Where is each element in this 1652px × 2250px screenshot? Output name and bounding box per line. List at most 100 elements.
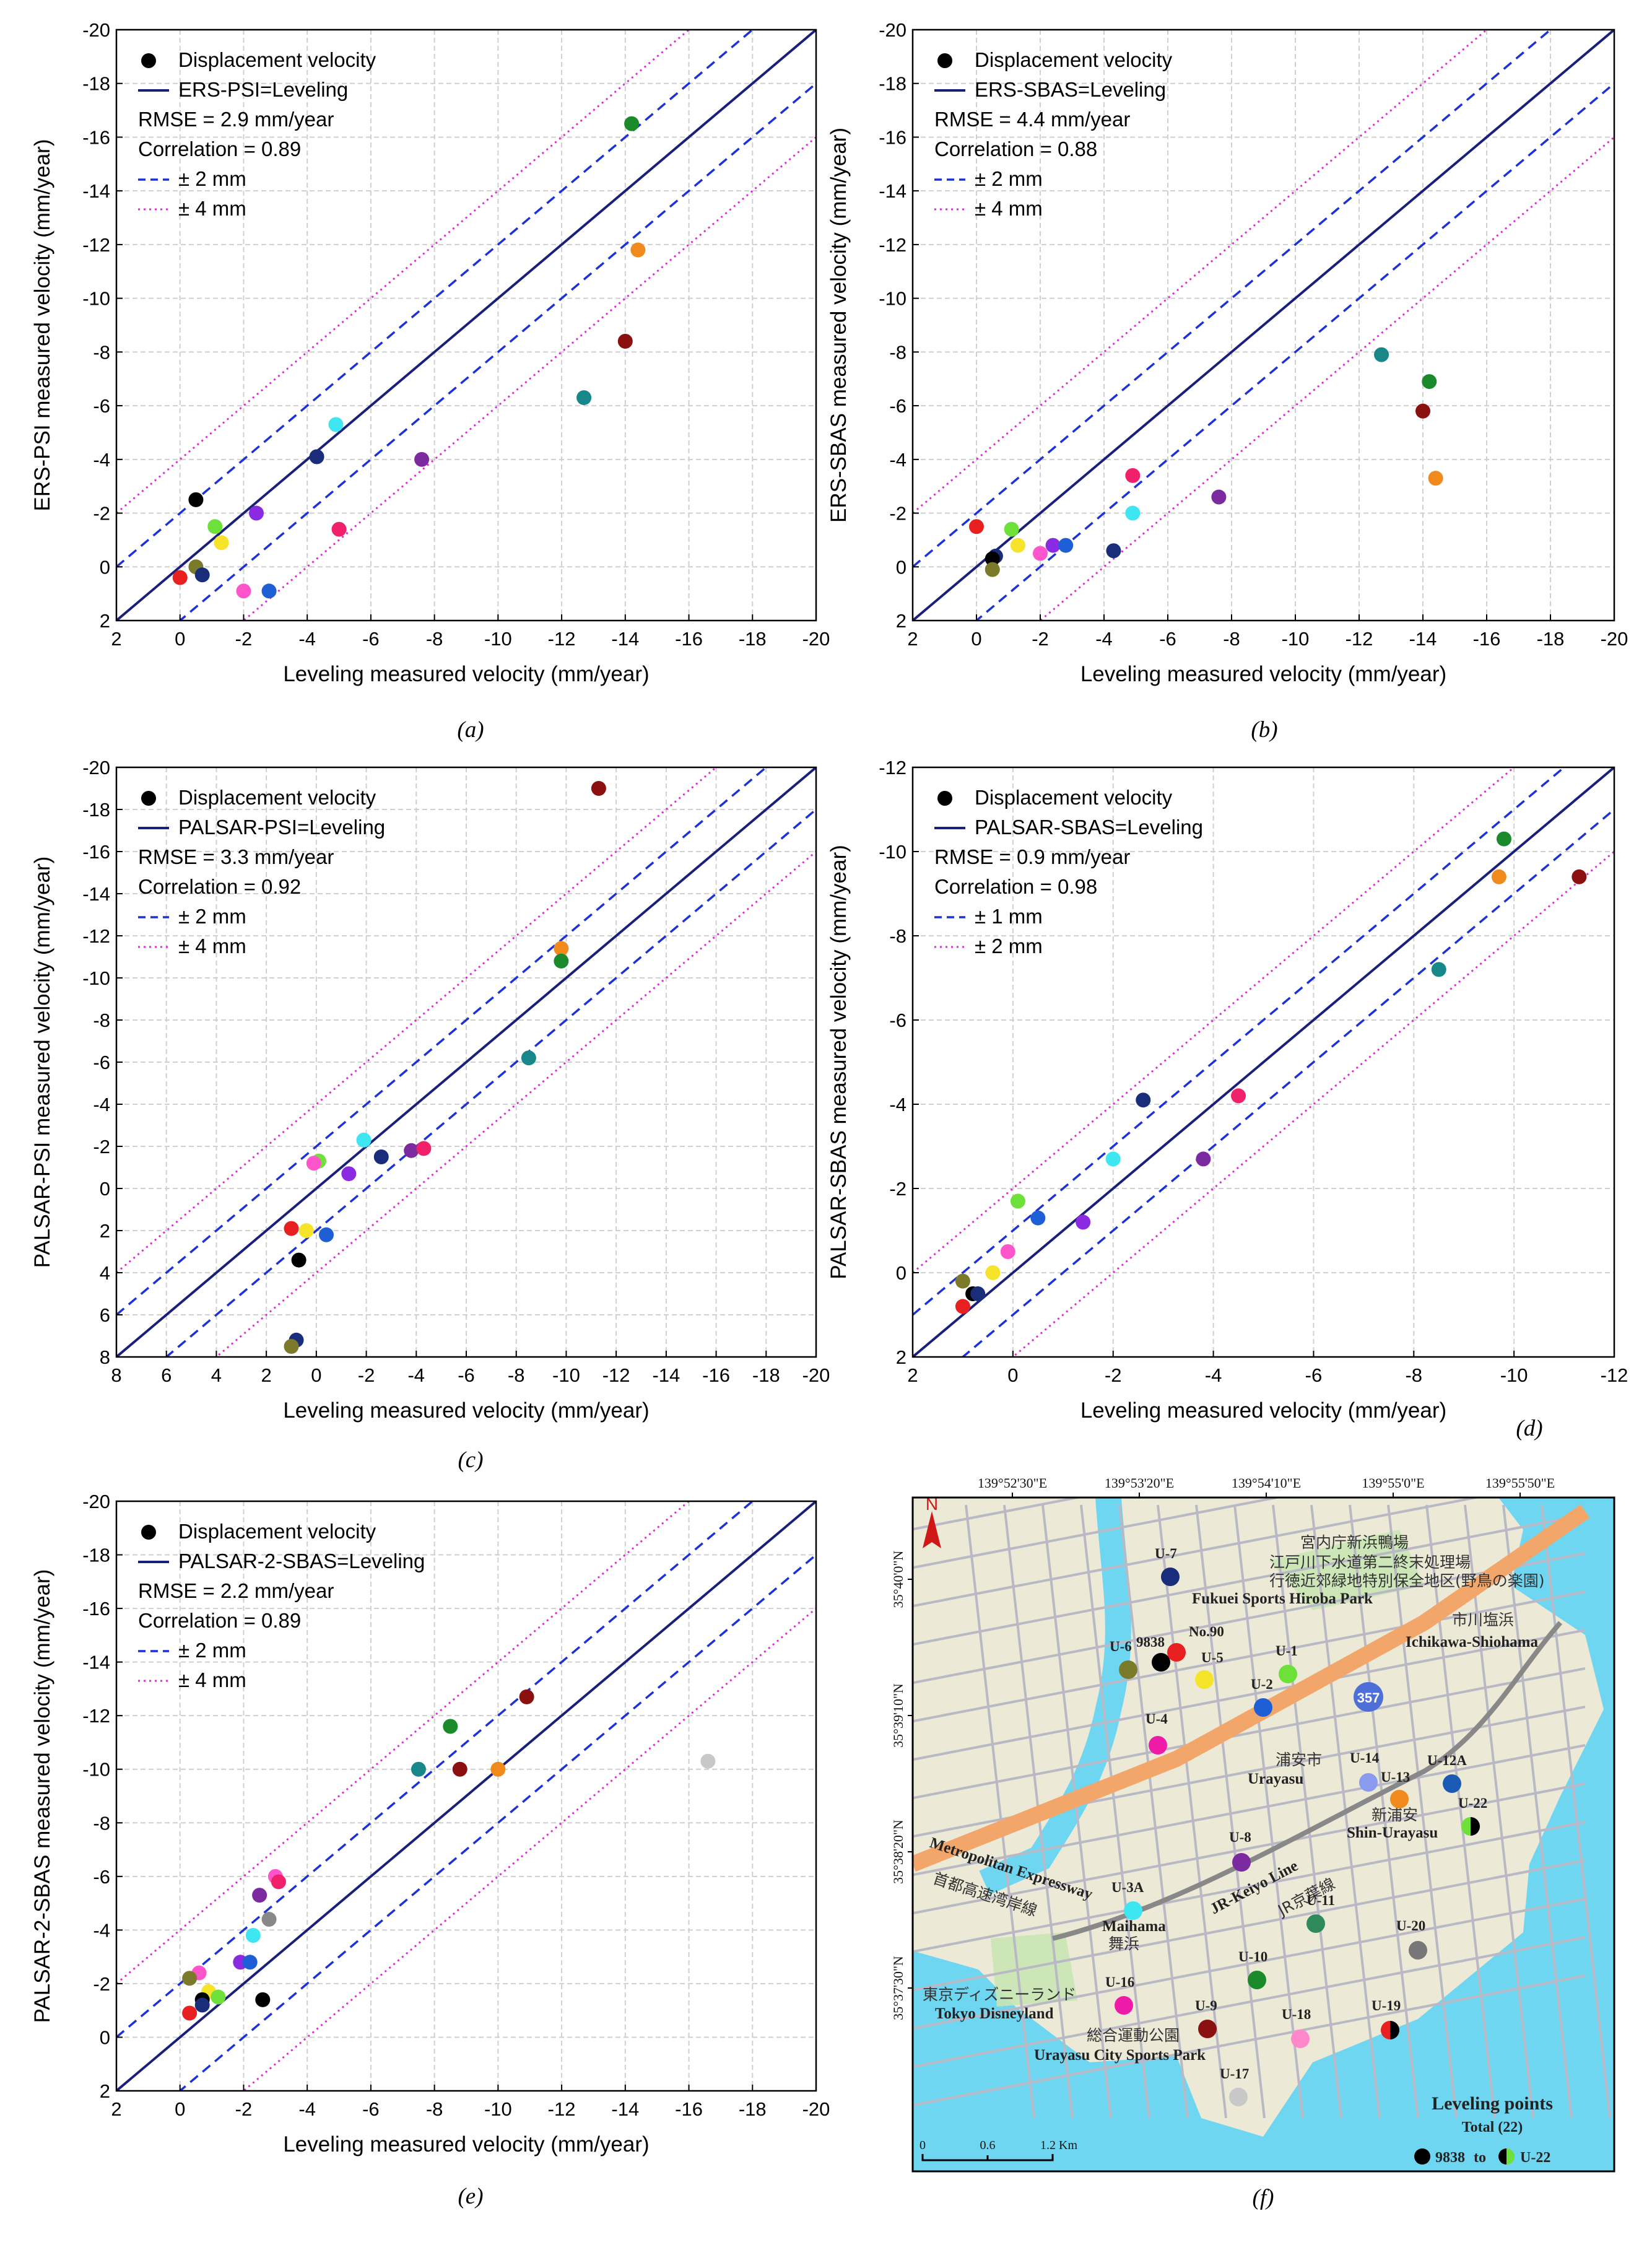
chart-panel-b: 2 0 -2 -4 -6 -8 -10 -12 -14 -16 -18 -20 2 0 -2 -4 -6 -8 -1… [827,19,1628,743]
x-tick-label: 2 [261,1364,272,1386]
x-tick-label: -2 [358,1364,375,1386]
y-tick-label: -10 [879,288,906,310]
y-axis-label: ERS-SBAS measured velocity (mm/year) [827,128,851,523]
leveling-point-label: U-13 [1381,1769,1410,1785]
leveling-point [1279,1665,1297,1683]
band-inner-line [164,808,816,1357]
axis-ticks: 2 0 -2 -4 -6 -8 -10 -12 -14 -16 -18 -20 2 0 -2 -4 -6 -8 -1… [879,19,1628,650]
band-outer-line [116,30,690,514]
x-tick-label: 0 [175,628,185,650]
y-tick-label: -4 [93,1094,110,1115]
y-tick-label: -12 [82,234,110,256]
data-point [188,492,204,507]
legend: Displacement velocity ERS-SBAS=Leveling RM… [934,48,1173,220]
plot-frame [911,766,1615,1358]
data-point [298,1223,314,1238]
data-points [182,1689,716,2021]
legend-band1-label: ± 2 mm [975,167,1043,190]
y-axis-label: PALSAR-SBAS measured velocity (mm/year) [827,845,851,1280]
data-point [291,1252,306,1268]
legend-marker [141,791,156,806]
data-point [1491,869,1506,884]
legend-rmse: RMSE = 3.3 mm/year [138,845,334,868]
street-line [913,1629,1586,1761]
legend-correlation: Correlation = 0.89 [138,137,301,160]
street-line [1233,1504,1304,2119]
data-point [1010,538,1025,553]
data-point [700,1753,716,1769]
data-point [1106,543,1121,559]
data-point [452,1761,467,1777]
leveling-point-label: U-10 [1238,1949,1267,1964]
map-legend-from: 9838 [1435,2150,1465,2166]
x-tick-label: -18 [739,628,767,650]
legend: Displacement velocity PALSAR-2-SBAS=Level… [138,1520,425,1691]
y-tick-label: -18 [82,73,110,95]
band-outer-line [1011,850,1614,1357]
data-point [521,1050,536,1066]
panel-caption: (d) [1516,1416,1542,1441]
map-legend-start-marker [1414,2148,1430,2165]
y-tick-label: 2 [100,2080,110,2102]
band-outer-line [215,850,816,1357]
x-axis-label: Leveling measured velocity (mm/year) [283,2132,649,2156]
y-tick-label: 2 [896,1346,906,1368]
leveling-point-label: U-8 [1229,1829,1251,1845]
y-tick-label: -6 [93,395,110,417]
lat-tick-label: 35°37'30"N [890,1956,906,2020]
data-point [182,1971,198,1986]
map-place-label: 浦安市 [1276,1751,1322,1769]
leveling-point-label: U-11 [1306,1893,1335,1908]
x-tick-label: -10 [1282,628,1310,650]
data-point [236,583,251,599]
leveling-point [1119,1660,1137,1679]
x-tick-label: -12 [548,2098,576,2120]
data-point [1572,869,1587,884]
street-line [913,1498,1284,1569]
street-line [913,1514,1586,1646]
map-legend-end-marker [1506,2148,1515,2165]
data-point [1033,546,1048,561]
band-outer-line [242,136,816,621]
data-point [970,1286,986,1301]
legend-correlation: Correlation = 0.92 [138,875,301,898]
street-line [913,1859,1586,1992]
street-line [913,1936,1586,2069]
x-tick-label: -14 [652,1364,680,1386]
y-tick-label: -12 [879,234,906,256]
band-outer-line [242,1607,816,2091]
legend-band2-label: ± 4 mm [178,1668,246,1691]
leveling-point-label: U-7 [1155,1546,1177,1561]
leveling-point [1124,1901,1142,1920]
map-place-label: Ichikawa-Shiohama [1406,1634,1538,1650]
street-line [913,1898,1586,2030]
y-tick-label: -20 [82,757,110,778]
legend-marker-label: Displacement velocity [975,48,1173,71]
map-legend-to: U-22 [1520,2150,1550,2166]
leveling-point [1443,1774,1461,1793]
x-tick-label: 8 [111,1364,121,1386]
data-point [1431,962,1446,977]
leveling-point [1167,1643,1186,1662]
y-tick-label: 2 [100,1220,110,1242]
x-tick-label: -16 [675,628,703,650]
data-point [284,1339,299,1354]
leveling-point [1232,1853,1251,1872]
data-point [261,583,277,599]
map-place-label: 舞浜 [1108,1935,1139,1953]
land-area [913,1498,1604,2137]
leveling-point [1409,1941,1427,1960]
data-point [1496,831,1511,847]
legend-correlation: Correlation = 0.89 [138,1609,301,1632]
map-legend-total: Total (22) [1462,2119,1523,2135]
y-tick-label: 0 [896,556,906,578]
data-point [194,567,210,583]
lon-tick-label: 139°54'10"E [1232,1475,1301,1491]
reference-lines [913,767,1614,1357]
route-shield-label: 357 [1357,1690,1380,1706]
y-tick-label: -20 [879,19,906,41]
street-line [1541,1504,1611,2119]
y-axis-label: PALSAR-PSI measured velocity (mm/year) [30,857,54,1268]
data-point [211,1989,226,2005]
data-point [1415,403,1430,419]
